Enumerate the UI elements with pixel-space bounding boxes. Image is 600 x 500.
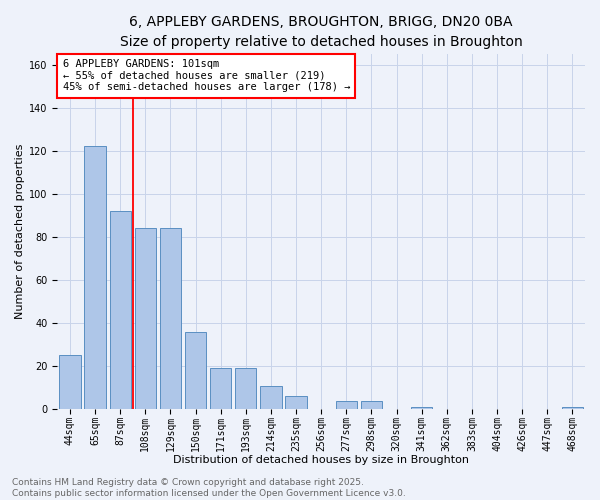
Bar [235, 368, 256, 410]
Y-axis label: Number of detached properties: Number of detached properties [15, 144, 25, 320]
Bar [85, 146, 106, 410]
Bar [411, 407, 433, 410]
Bar [160, 228, 181, 410]
Bar [110, 211, 131, 410]
Text: 6 APPLEBY GARDENS: 101sqm
← 55% of detached houses are smaller (219)
45% of semi: 6 APPLEBY GARDENS: 101sqm ← 55% of detac… [62, 59, 350, 92]
Bar [59, 356, 80, 410]
Bar [286, 396, 307, 409]
Bar [562, 407, 583, 410]
X-axis label: Distribution of detached houses by size in Broughton: Distribution of detached houses by size … [173, 455, 469, 465]
Bar [260, 386, 281, 409]
Bar [134, 228, 156, 410]
Bar [335, 400, 357, 409]
Bar [210, 368, 232, 410]
Text: Contains HM Land Registry data © Crown copyright and database right 2025.
Contai: Contains HM Land Registry data © Crown c… [12, 478, 406, 498]
Title: 6, APPLEBY GARDENS, BROUGHTON, BRIGG, DN20 0BA
Size of property relative to deta: 6, APPLEBY GARDENS, BROUGHTON, BRIGG, DN… [120, 15, 523, 48]
Bar [361, 400, 382, 409]
Bar [185, 332, 206, 409]
